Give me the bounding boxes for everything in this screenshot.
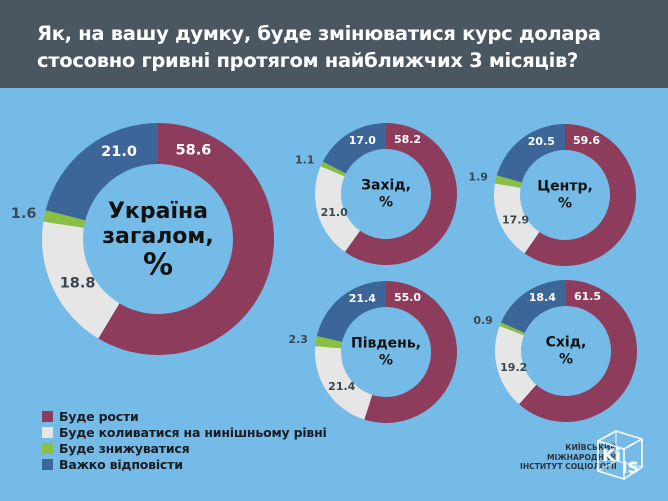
legend-item-decline: Буде знижуватися bbox=[42, 440, 327, 456]
legend-label: Важко відповісти bbox=[59, 456, 183, 472]
donut-center-title: % bbox=[559, 352, 573, 368]
org-name: КИЇВСЬКИЙ МІЖНАРОДНИЙ ІНСТИТУТ СОЦІОЛОГІ… bbox=[520, 443, 617, 472]
legend-item-stable: Буде коливатися на нинішньому рівні bbox=[42, 424, 327, 440]
legend-swatch-grow bbox=[42, 410, 53, 422]
data-label-stable: 21.0 bbox=[321, 206, 348, 219]
donut-segment-decline bbox=[499, 322, 525, 336]
donut-west: 58.2 17.0 21.0 1.1 Захід,% bbox=[295, 123, 457, 265]
data-label-grow: 59.6 bbox=[573, 134, 600, 147]
org-name-line: МІЖНАРОДНИЙ bbox=[547, 452, 617, 462]
donut-segment-stable bbox=[494, 183, 540, 254]
data-label-grow: 55.0 bbox=[394, 291, 421, 304]
legend-swatch-decline bbox=[42, 442, 53, 454]
data-label-decline: 0.9 bbox=[473, 314, 493, 327]
donut-segment-hard bbox=[496, 124, 565, 183]
data-label-hard: 18.4 bbox=[529, 291, 556, 304]
kiis-logo-icon: Ki iS bbox=[597, 430, 643, 480]
donut-segment-decline bbox=[494, 175, 522, 188]
donut-segment-grow bbox=[344, 123, 457, 265]
data-label-stable: 19.2 bbox=[500, 361, 527, 374]
donut-segment-decline bbox=[315, 335, 343, 349]
donut-segment-decline bbox=[320, 161, 346, 177]
donut-segment-grow bbox=[98, 123, 274, 355]
legend-label: Буде коливатися на нинішньому рівні bbox=[59, 424, 327, 440]
data-label-stable: 18.8 bbox=[60, 276, 96, 292]
data-label-stable: 21.4 bbox=[328, 380, 355, 393]
legend-label: Буде рости bbox=[59, 408, 139, 424]
data-label-grow: 61.5 bbox=[574, 290, 601, 303]
data-label-grow: 58.2 bbox=[394, 133, 421, 146]
donut-segment-decline bbox=[43, 210, 86, 228]
donut-center-title: % bbox=[379, 353, 393, 369]
legend-swatch-hard bbox=[42, 458, 53, 470]
donut-segment-grow bbox=[524, 124, 636, 266]
data-label-hard: 17.0 bbox=[349, 134, 376, 147]
donut-center-title: загалом, bbox=[102, 224, 214, 249]
data-label-hard: 21.4 bbox=[349, 292, 376, 305]
donut-east: 61.5 18.4 19.2 0.9 Схід,% bbox=[473, 280, 637, 422]
logo-text-is: iS bbox=[622, 458, 639, 477]
donut-center: 59.6 20.5 17.9 1.9 Центр,% bbox=[468, 124, 636, 266]
donut-center-title: % bbox=[379, 195, 393, 211]
donut-segment-hard bbox=[501, 280, 566, 333]
donut-segment-stable bbox=[42, 221, 120, 339]
donut-center-title: % bbox=[143, 248, 173, 283]
donut-segment-stable bbox=[315, 346, 373, 420]
data-label-decline: 1.9 bbox=[468, 171, 488, 184]
data-label-hard: 21.0 bbox=[101, 144, 137, 160]
legend-label: Буде знижуватися bbox=[59, 440, 190, 456]
data-label-decline: 1.6 bbox=[11, 206, 37, 222]
org-name-line: КИЇВСЬКИЙ bbox=[565, 443, 617, 452]
data-label-grow: 58.6 bbox=[176, 142, 212, 158]
donut-segment-hard bbox=[322, 123, 386, 174]
legend: Буде рости Буде коливатися на нинішньому… bbox=[42, 408, 327, 472]
donut-center-title: % bbox=[558, 196, 572, 212]
donut-segment-stable bbox=[315, 166, 360, 252]
donut-center-title: Захід, bbox=[361, 178, 411, 194]
donut-center-title: Південь, bbox=[351, 336, 421, 352]
donut-segment-grow bbox=[364, 281, 458, 423]
org-name-line: ІНСТИТУТ СОЦІОЛОГІЇ bbox=[520, 462, 617, 471]
logo-text-ki: Ki bbox=[602, 446, 621, 466]
donut-segment-hard bbox=[316, 281, 386, 342]
page-title: Як, на вашу думку, буде змінюватися курс… bbox=[37, 22, 601, 72]
data-label-stable: 17.9 bbox=[502, 214, 529, 227]
legend-swatch-stable bbox=[42, 426, 53, 438]
donut-center-title: Україна bbox=[108, 199, 208, 224]
donut-segment-stable bbox=[494, 326, 537, 405]
donut-south: 55.0 21.4 21.4 2.3 Південь,% bbox=[288, 281, 458, 423]
donut-center-title: Центр, bbox=[537, 179, 593, 195]
data-label-decline: 2.3 bbox=[288, 333, 308, 346]
legend-item-hard: Важко відповісти bbox=[42, 456, 327, 472]
header-banner: Як, на вашу думку, буде змінюватися курс… bbox=[0, 0, 668, 88]
donut-center-title: Схід, bbox=[546, 335, 587, 351]
data-label-decline: 1.1 bbox=[295, 154, 315, 167]
legend-item-grow: Буде рости bbox=[42, 408, 327, 424]
donut-segment-hard bbox=[45, 123, 159, 221]
donut-segment-grow bbox=[519, 280, 637, 422]
data-label-hard: 20.5 bbox=[528, 135, 555, 148]
